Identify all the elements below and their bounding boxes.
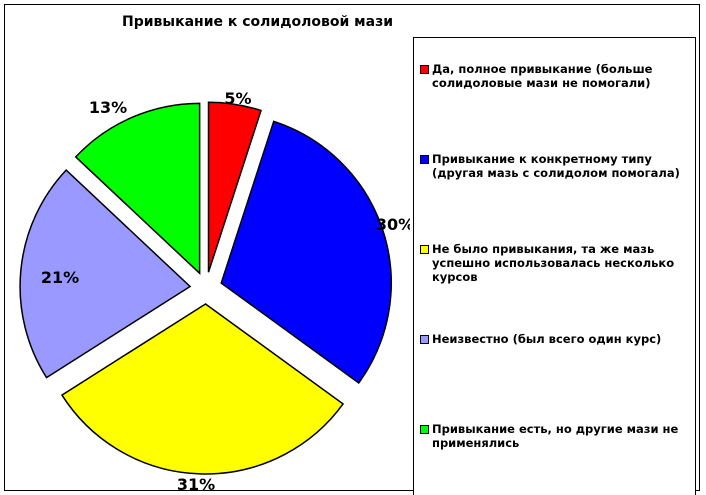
pie-slice bbox=[19, 169, 192, 379]
pie-chart: 5% 30% 31% 21% 13% bbox=[19, 89, 410, 494]
legend-swatch bbox=[420, 65, 429, 74]
pie-slice bbox=[60, 303, 345, 475]
slice-label: 13% bbox=[89, 98, 127, 117]
legend-item: Привыкание к конкретному типу (другая ма… bbox=[420, 152, 690, 180]
legend-item: Да, полное привыкание (больше солидоловы… bbox=[420, 62, 690, 90]
legend-item: Привыкание есть, но другие мази не приме… bbox=[420, 422, 690, 450]
legend: Да, полное привыкание (больше солидоловы… bbox=[413, 37, 696, 495]
slice-label: 30% bbox=[376, 215, 410, 234]
legend-item: Неизвестно (был всего один курс) bbox=[420, 332, 690, 346]
legend-label: Не было привыкания, та же мазь успешно и… bbox=[432, 242, 675, 284]
legend-swatch bbox=[420, 425, 429, 434]
legend-label: Привыкание к конкретному типу (другая ма… bbox=[432, 152, 680, 180]
legend-swatch bbox=[420, 245, 429, 254]
chart-title: Привыкание к солидоловой мази bbox=[122, 14, 394, 30]
legend-label: Да, полное привыкание (больше солидоловы… bbox=[432, 62, 653, 90]
slice-label: 31% bbox=[177, 475, 215, 494]
legend-swatch bbox=[420, 335, 429, 344]
pie-slice bbox=[74, 102, 201, 276]
legend-swatch bbox=[420, 155, 429, 164]
pie-slice bbox=[220, 120, 392, 385]
legend-label: Неизвестно (был всего один курс) bbox=[432, 332, 662, 346]
legend-item: Не было привыкания, та же мазь успешно и… bbox=[420, 242, 690, 284]
slice-label: 21% bbox=[41, 268, 79, 287]
legend-label: Привыкание есть, но другие мази не приме… bbox=[432, 422, 679, 450]
pie-slice bbox=[207, 101, 262, 273]
slice-label: 5% bbox=[224, 89, 251, 108]
